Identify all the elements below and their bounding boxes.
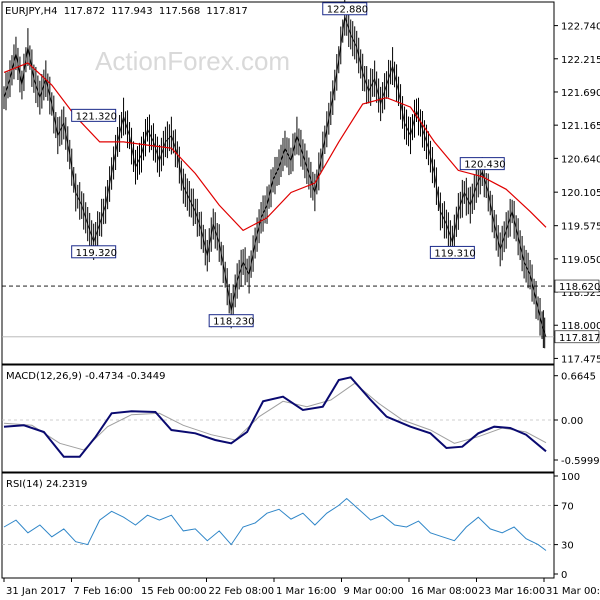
price-axis-tick-label: 119.575 — [561, 222, 600, 233]
watermark: ActionForex.com — [95, 46, 290, 76]
price-annotation: 119.310 — [434, 248, 475, 259]
ohlc-high: 117.943 — [111, 6, 152, 17]
price-axis-tick-label: 120.105 — [561, 188, 600, 199]
price-axis-tick-label: 122.215 — [561, 55, 600, 66]
price-annotation: 119.320 — [76, 248, 117, 259]
price-axis-tick-label: 122.740 — [561, 22, 600, 33]
price-axis-tick-label: 117.475 — [561, 354, 600, 365]
ohlc-low: 117.568 — [159, 6, 200, 17]
axis-layer: 122.740 122.215 121.690 121.165 120.640 120.1… — [3, 22, 600, 597]
price-annotation-box — [71, 245, 117, 259]
macd-line — [3, 376, 547, 458]
x-axis-label: 22 Feb 08:00 — [209, 586, 275, 597]
price-annotation-box — [459, 157, 505, 171]
x-axis-label: 23 Mar 16:00 — [479, 586, 546, 597]
x-axis-label: 7 Feb 16:00 — [74, 586, 133, 597]
price-axis-tick-label: 120.640 — [561, 154, 600, 165]
price-axis-tick-label: 118.000 — [561, 321, 600, 332]
macd-label: MACD(12,26,9) -0.4734 -0.3449 — [6, 371, 166, 382]
ohlc-close: 117.817 — [206, 6, 247, 17]
support-price-label: 118.620 — [559, 282, 600, 293]
price-annotation: 118.230 — [213, 317, 254, 328]
ohlc-open: 117.872 — [64, 6, 105, 17]
series-layer — [3, 0, 547, 551]
x-axis-label: 1 Mar 16:00 — [276, 586, 336, 597]
rsi-axis-tick-label: 30 — [561, 541, 574, 552]
annotation-layer: 121.320 119.320 118.230 122.880 119.310 120.4… — [71, 2, 506, 328]
macd-signal-line — [3, 382, 547, 451]
rsi-label: RSI(14) 24.2319 — [6, 479, 87, 490]
rsi-axis-tick-label: 100 — [561, 472, 580, 483]
rsi-panel-frame — [1, 472, 555, 579]
current-price-label: 117.817 — [559, 333, 600, 344]
x-axis-label: 9 Mar 00:00 — [344, 586, 404, 597]
rsi-line — [3, 497, 547, 551]
x-axis-label: 31 Mar 00:00 — [546, 586, 600, 597]
instrument: EURJPY — [5, 6, 41, 17]
price-annotation-box — [429, 245, 475, 259]
macd-axis-tick-label: 0.6645 — [561, 372, 596, 383]
grid-layer — [2, 285, 554, 545]
price-axis-tick-label: 121.165 — [561, 121, 600, 132]
x-axis-label: 16 Mar 08:00 — [411, 586, 478, 597]
price-axis-tick-label: 121.690 — [561, 88, 600, 99]
macd-panel-frame — [1, 364, 555, 473]
chart-header: EURJPY,H4 117.872 117.943 117.568 117.81… — [5, 6, 248, 17]
price-annotation: 122.880 — [327, 5, 368, 16]
price-annotation-box — [208, 314, 254, 328]
moving-average-line — [3, 62, 547, 232]
rsi-axis-tick-label: 70 — [561, 501, 574, 512]
price-panel-frame — [1, 1, 555, 365]
price-annotation: 121.320 — [76, 111, 117, 122]
price-axis-tick-label: 119.050 — [561, 255, 600, 266]
macd-axis-tick-label: -0.5999 — [561, 456, 600, 467]
x-axis-label: 15 Feb 00:00 — [141, 586, 207, 597]
price-annotation: 120.430 — [464, 160, 505, 171]
x-axis-label: 31 Jan 2017 — [6, 586, 66, 597]
support-price-label-box — [554, 279, 600, 293]
rsi-axis-tick-label: 0 — [561, 570, 567, 581]
price-annotation-box — [322, 2, 368, 16]
macd-axis-tick-label: 0.00 — [561, 416, 583, 427]
price-axis-tick-label: 118.525 — [561, 288, 600, 299]
price-annotation-box — [71, 108, 117, 122]
timeframe: H4 — [44, 6, 58, 17]
price-line — [3, 16, 547, 337]
current-price-label-box — [554, 330, 600, 344]
